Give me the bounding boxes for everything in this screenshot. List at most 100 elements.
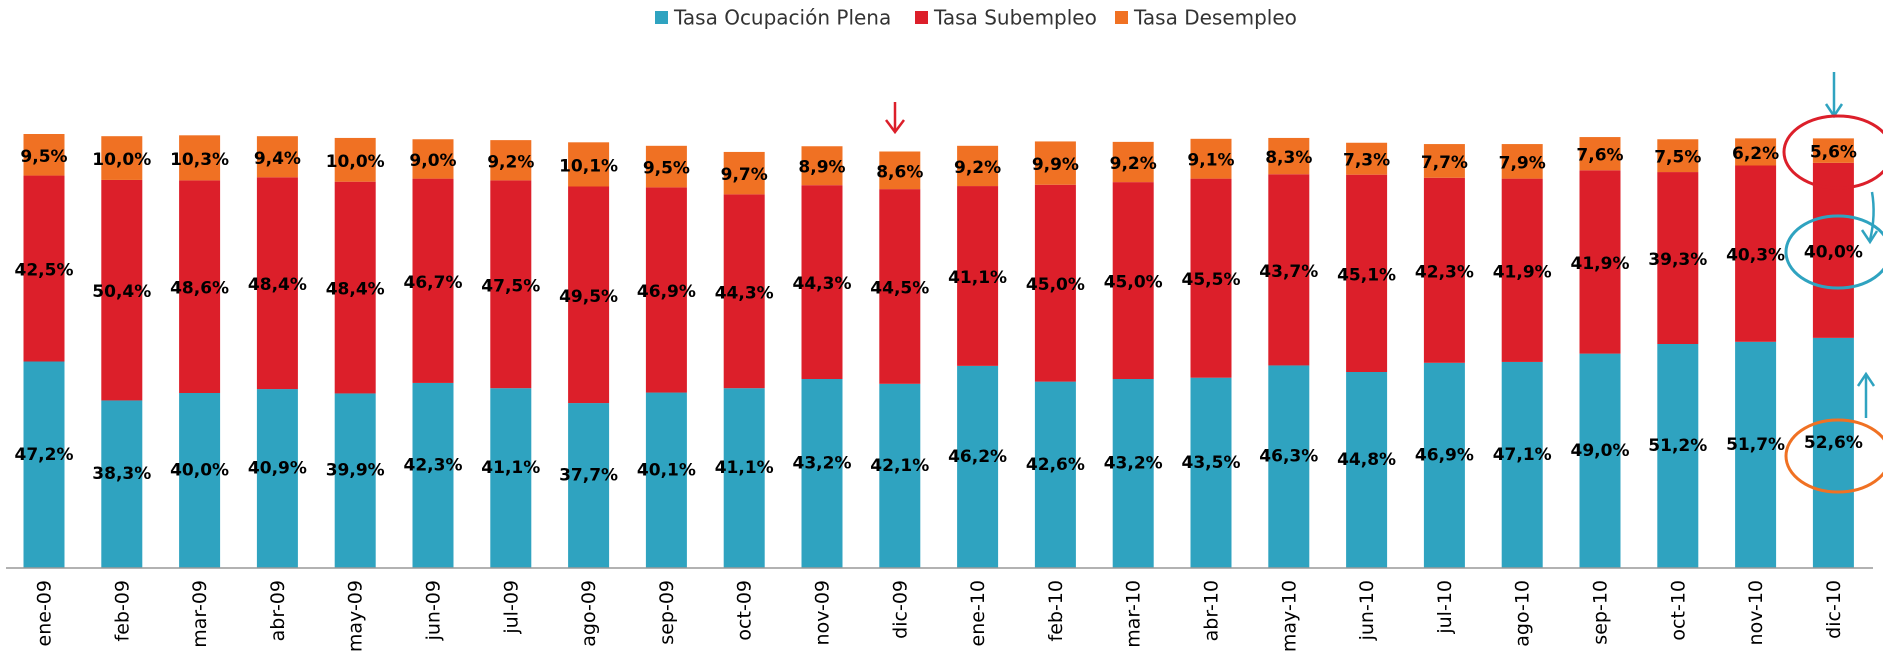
- bar-segment: [723, 194, 765, 389]
- x-tick-label: jun-10: [1356, 580, 1378, 641]
- data-label: 43,7%: [1259, 262, 1318, 282]
- data-label: 42,3%: [404, 455, 463, 475]
- plot: Tasa Ocupación Plena Tasa Subempleo Tasa D…: [6, 6, 1873, 652]
- bar-segment: [1657, 172, 1699, 344]
- x-tick-label: feb-10: [1045, 580, 1067, 641]
- data-label: 45,0%: [1026, 275, 1085, 295]
- bar-segment: [1657, 344, 1699, 568]
- annotations: [885, 72, 1883, 494]
- data-label: 10,3%: [170, 150, 229, 170]
- data-label: 39,9%: [326, 461, 385, 481]
- data-label: 9,4%: [254, 149, 301, 169]
- x-tick-label: abr-10: [1201, 580, 1223, 641]
- bar-segment: [1657, 139, 1699, 173]
- x-tick-label: may-09: [345, 580, 367, 652]
- x-tick-label: jul-10: [1434, 580, 1456, 635]
- legend-label: Tasa Subempleo: [933, 6, 1097, 30]
- data-label: 7,7%: [1421, 153, 1468, 173]
- data-label: 8,6%: [876, 162, 923, 182]
- data-label: 40,9%: [248, 459, 307, 479]
- data-label: 40,0%: [1804, 242, 1863, 262]
- bar-segment: [23, 175, 65, 362]
- bar-segment: [957, 365, 999, 568]
- x-tick-label: ene-10: [967, 580, 989, 646]
- bar-segment: [179, 135, 221, 181]
- bar-segment: [1423, 144, 1465, 178]
- x-tick-label: ago-10: [1512, 580, 1534, 647]
- x-tick-label: abr-09: [267, 580, 289, 641]
- data-label: 40,0%: [170, 461, 229, 481]
- data-label: 9,5%: [20, 147, 67, 167]
- data-label: 6,2%: [1732, 144, 1779, 164]
- data-label: 44,3%: [715, 283, 774, 303]
- bar-segment: [645, 392, 687, 568]
- bar-segment: [1268, 365, 1310, 568]
- bar-segment: [1346, 142, 1388, 175]
- bar-segment: [1735, 165, 1777, 342]
- x-tick-label: dic-09: [889, 580, 911, 639]
- data-label: 41,1%: [948, 268, 1007, 288]
- bar-segment: [1112, 141, 1154, 183]
- x-tick-label: nov-10: [1745, 580, 1767, 645]
- bar-segment: [490, 388, 532, 568]
- bar-segment: [879, 383, 921, 568]
- highlight-circle: [1784, 214, 1883, 290]
- bar-segment: [1190, 178, 1232, 378]
- data-label: 9,2%: [954, 158, 1001, 178]
- data-label: 44,5%: [870, 278, 929, 298]
- bar-segment: [568, 403, 610, 568]
- data-label: 47,2%: [15, 445, 74, 465]
- x-tick-label: dic-10: [1823, 580, 1845, 639]
- data-label: 50,4%: [92, 282, 151, 302]
- bar-segment: [23, 134, 65, 176]
- side-arrow: [1868, 191, 1875, 241]
- bar-segment: [256, 177, 298, 390]
- bar-segment: [1579, 137, 1621, 171]
- legend-swatch: [655, 11, 668, 24]
- bar-segment: [256, 136, 298, 178]
- data-label: 9,2%: [487, 152, 534, 172]
- data-label: 43,2%: [793, 454, 852, 474]
- bar-segment: [1501, 178, 1543, 362]
- legend-label: Tasa Desempleo: [1133, 6, 1297, 30]
- bar-segment: [334, 393, 376, 568]
- data-label: 45,1%: [1337, 265, 1396, 285]
- x-tick-label: oct-10: [1667, 580, 1689, 641]
- bar-segment: [568, 142, 610, 187]
- data-label: 38,3%: [92, 464, 151, 484]
- data-label: 52,6%: [1804, 433, 1863, 453]
- bar-segment: [1735, 341, 1777, 568]
- data-label: 40,1%: [637, 460, 696, 480]
- bar-segment: [1812, 337, 1854, 568]
- data-label: 40,3%: [1726, 246, 1785, 266]
- data-label: 49,0%: [1571, 441, 1630, 461]
- x-tick-label: ene-09: [34, 580, 56, 646]
- data-label: 51,2%: [1648, 436, 1707, 456]
- up-arrow-head: [1856, 371, 1876, 387]
- data-label: 47,5%: [481, 276, 540, 296]
- data-label: 9,7%: [721, 165, 768, 185]
- data-label: 9,5%: [643, 159, 690, 179]
- bar-segment: [101, 400, 143, 568]
- x-tick-label: jun-09: [423, 580, 445, 641]
- bar-segment: [179, 180, 221, 393]
- bar-segment: [568, 186, 610, 404]
- data-label: 9,2%: [1110, 154, 1157, 174]
- x-tick-label: mar-09: [189, 580, 211, 648]
- data-label: 48,4%: [326, 280, 385, 300]
- bar-segment: [645, 187, 687, 393]
- bar-segment: [957, 145, 999, 187]
- data-label: 42,6%: [1026, 455, 1085, 475]
- bar-segment: [1190, 138, 1232, 179]
- bar-segment: [1034, 381, 1076, 568]
- bar-segment: [256, 389, 298, 568]
- bar-segment: [101, 136, 143, 180]
- data-label: 46,9%: [1415, 445, 1474, 465]
- bar-segment: [723, 388, 765, 568]
- bar-segment: [723, 151, 765, 195]
- data-label: 39,3%: [1648, 250, 1707, 270]
- data-label: 7,9%: [1499, 153, 1546, 173]
- data-label: 7,5%: [1654, 148, 1701, 168]
- data-label: 45,5%: [1182, 270, 1241, 290]
- bar-segment: [1501, 361, 1543, 568]
